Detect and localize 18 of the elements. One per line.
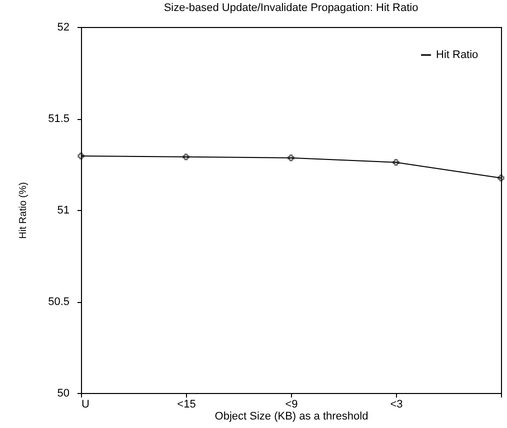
point [182, 154, 190, 160]
point [288, 154, 294, 162]
y-tick-label: 50.5 [48, 296, 70, 308]
y-tick-label: 52 [57, 22, 70, 34]
x-tick-label: <15 [177, 398, 196, 410]
point [392, 159, 400, 166]
x-tick-label: U [82, 398, 90, 410]
y-axis-title: Hit Ratio (%) [18, 182, 30, 239]
point [498, 174, 504, 182]
y-tick-label: 51 [57, 204, 70, 216]
legend-label: Hit Ratio [436, 49, 478, 61]
x-tick-label: <3 [390, 398, 403, 410]
chart-title: Size-based Update/Invalidate Propagation: Hit Ratio [164, 2, 418, 14]
point [78, 152, 84, 160]
x-axis-title: Object Size (KB) as a threshold [214, 410, 368, 422]
y-tick-label: 50 [57, 388, 70, 400]
x-tick-label: <9 [285, 398, 298, 410]
y-tick-label: 51.5 [48, 113, 70, 125]
